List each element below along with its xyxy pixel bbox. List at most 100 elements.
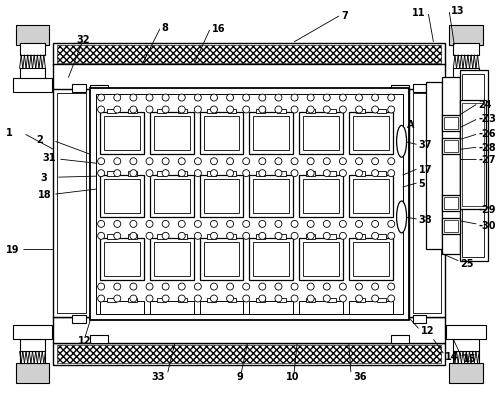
Circle shape bbox=[388, 233, 394, 240]
Circle shape bbox=[98, 283, 104, 290]
Circle shape bbox=[291, 233, 298, 240]
Circle shape bbox=[98, 95, 104, 102]
Text: 3: 3 bbox=[40, 173, 47, 183]
Circle shape bbox=[372, 95, 378, 102]
Bar bbox=[90, 335, 108, 344]
Circle shape bbox=[114, 95, 121, 102]
Circle shape bbox=[194, 95, 202, 102]
Bar bbox=[462, 103, 484, 207]
Bar bbox=[256, 109, 266, 114]
Bar bbox=[299, 302, 343, 315]
Circle shape bbox=[242, 295, 250, 302]
Bar bbox=[327, 298, 336, 303]
Text: 2: 2 bbox=[36, 135, 44, 145]
Circle shape bbox=[291, 283, 298, 290]
Bar bbox=[303, 180, 339, 213]
Bar bbox=[250, 176, 293, 218]
Circle shape bbox=[226, 170, 234, 177]
Bar bbox=[254, 180, 289, 213]
Circle shape bbox=[388, 95, 394, 102]
Bar bbox=[349, 238, 393, 280]
Circle shape bbox=[194, 107, 202, 114]
Circle shape bbox=[98, 158, 104, 165]
Bar bbox=[454, 339, 479, 351]
Bar bbox=[157, 109, 166, 114]
Circle shape bbox=[114, 170, 121, 177]
Bar bbox=[349, 176, 393, 218]
Ellipse shape bbox=[396, 126, 406, 158]
Circle shape bbox=[259, 107, 266, 114]
Circle shape bbox=[324, 295, 330, 302]
Bar bbox=[104, 180, 140, 213]
Circle shape bbox=[210, 295, 218, 302]
Circle shape bbox=[307, 295, 314, 302]
Bar bbox=[12, 79, 52, 92]
Circle shape bbox=[356, 158, 362, 165]
Circle shape bbox=[307, 170, 314, 177]
Bar bbox=[446, 79, 486, 92]
Text: 7: 7 bbox=[341, 11, 347, 21]
Bar bbox=[107, 172, 116, 177]
Bar bbox=[306, 234, 315, 239]
Circle shape bbox=[242, 158, 250, 165]
Circle shape bbox=[226, 295, 234, 302]
Bar bbox=[460, 70, 488, 261]
Circle shape bbox=[162, 221, 169, 228]
Bar bbox=[107, 109, 116, 114]
Circle shape bbox=[275, 107, 282, 114]
Bar bbox=[454, 44, 479, 56]
Circle shape bbox=[194, 233, 202, 240]
Circle shape bbox=[372, 107, 378, 114]
Circle shape bbox=[210, 95, 218, 102]
Bar bbox=[442, 77, 460, 254]
Circle shape bbox=[146, 158, 153, 165]
Bar bbox=[349, 113, 393, 155]
Text: -27: -27 bbox=[478, 155, 496, 165]
Bar bbox=[412, 316, 426, 324]
Bar bbox=[157, 234, 166, 239]
Bar bbox=[54, 65, 446, 90]
Bar bbox=[306, 109, 315, 114]
Circle shape bbox=[114, 233, 121, 240]
Circle shape bbox=[98, 107, 104, 114]
Circle shape bbox=[372, 295, 378, 302]
Circle shape bbox=[98, 221, 104, 228]
Bar bbox=[390, 85, 408, 93]
Circle shape bbox=[114, 283, 121, 290]
Bar bbox=[58, 93, 86, 314]
Bar bbox=[299, 113, 343, 155]
Circle shape bbox=[162, 295, 169, 302]
Circle shape bbox=[178, 283, 185, 290]
Bar bbox=[444, 220, 458, 232]
Text: 10: 10 bbox=[286, 371, 300, 381]
Bar bbox=[100, 176, 144, 218]
Circle shape bbox=[130, 233, 137, 240]
Circle shape bbox=[210, 221, 218, 228]
Bar bbox=[96, 94, 402, 315]
Circle shape bbox=[324, 170, 330, 177]
Circle shape bbox=[178, 295, 185, 302]
Bar bbox=[349, 302, 393, 315]
Bar bbox=[303, 242, 339, 276]
Bar bbox=[157, 298, 166, 303]
Circle shape bbox=[275, 170, 282, 177]
Circle shape bbox=[259, 295, 266, 302]
Bar bbox=[20, 351, 46, 363]
Bar bbox=[100, 113, 144, 155]
Circle shape bbox=[210, 107, 218, 114]
Circle shape bbox=[259, 170, 266, 177]
Bar bbox=[412, 84, 426, 92]
Bar bbox=[178, 172, 186, 177]
Bar bbox=[306, 172, 315, 177]
Bar bbox=[256, 234, 266, 239]
Bar bbox=[154, 180, 190, 213]
Circle shape bbox=[146, 295, 153, 302]
Circle shape bbox=[340, 95, 346, 102]
Circle shape bbox=[130, 95, 137, 102]
Circle shape bbox=[340, 233, 346, 240]
Bar bbox=[204, 180, 240, 213]
Circle shape bbox=[340, 283, 346, 290]
Text: 19: 19 bbox=[6, 244, 19, 254]
Bar bbox=[54, 318, 446, 344]
Circle shape bbox=[324, 95, 330, 102]
